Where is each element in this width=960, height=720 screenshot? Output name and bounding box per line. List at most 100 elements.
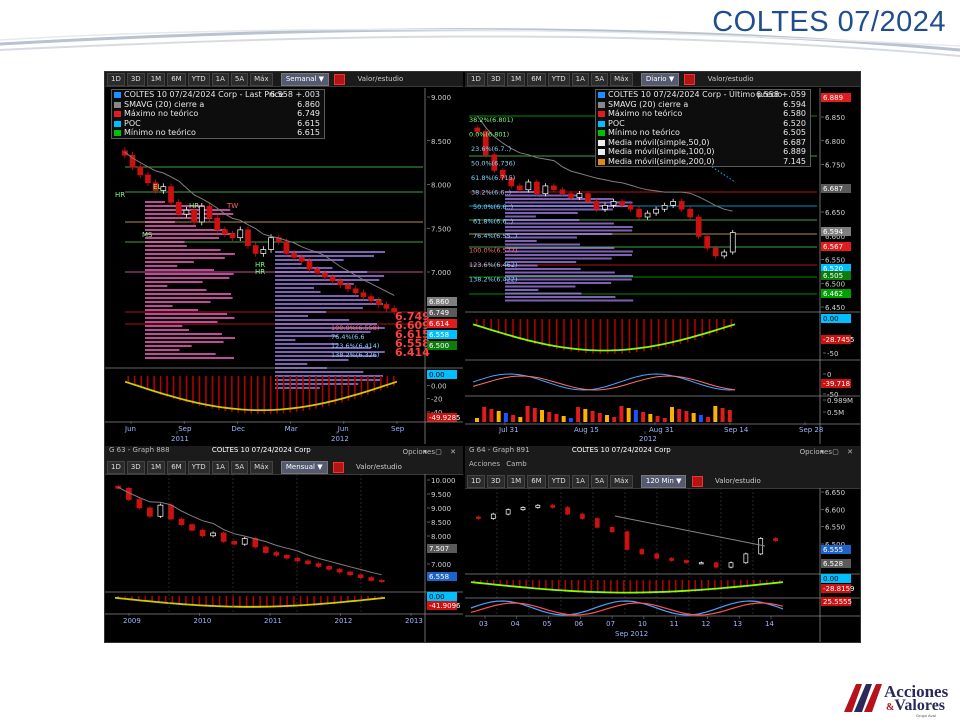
period-dropdown[interactable]: Mensual ▼ xyxy=(280,461,328,474)
range-1a-button[interactable]: 1A xyxy=(211,73,229,86)
range-1m-button[interactable]: 1M xyxy=(146,461,166,474)
candle xyxy=(273,552,280,556)
price-tag-box xyxy=(427,297,457,306)
range-1a-button[interactable]: 1A xyxy=(571,475,589,488)
range-1m-button[interactable]: 1M xyxy=(506,475,526,488)
range-3d-button[interactable]: 3D xyxy=(486,475,505,488)
range-1a-button[interactable]: 1A xyxy=(571,73,589,86)
range-6m-button[interactable]: 6M xyxy=(167,73,186,86)
window-controls[interactable]: ▾ ▢ ✕ xyxy=(423,448,459,456)
tab-camb[interactable]: Camb xyxy=(506,460,527,468)
legend-value: 6.749 xyxy=(297,109,320,118)
volume-bar xyxy=(713,406,718,422)
candle xyxy=(378,580,385,582)
price-axis-label: 8.500 xyxy=(431,519,451,527)
period-dropdown[interactable]: Diario ▼ xyxy=(640,73,680,86)
volume-bar xyxy=(489,409,494,422)
candle xyxy=(535,504,541,508)
range-6m-button[interactable]: 6M xyxy=(167,461,186,474)
tab-acciones[interactable]: Acciones xyxy=(469,460,500,468)
orange-square-icon xyxy=(598,158,605,165)
volume-bar xyxy=(583,409,588,422)
fib-label: 100.0%(6.558) xyxy=(331,324,379,332)
options-menu[interactable]: Opciones xyxy=(402,448,435,456)
window-controls[interactable]: ▾ ▢ ✕ xyxy=(820,448,856,456)
price-axis-label: 9.000 xyxy=(431,94,451,102)
graph-group-label: G 64 - Graph 891 xyxy=(469,446,530,454)
price-tag: 6.687 xyxy=(823,185,843,193)
legend-row: Media móvil(simple,100,0) 6.889 xyxy=(596,147,810,157)
chart-type-icon[interactable] xyxy=(691,475,703,487)
range-3d-button[interactable]: 3D xyxy=(486,73,505,86)
volume-bar xyxy=(612,417,617,422)
period-dropdown[interactable]: 120 Min ▼ xyxy=(640,475,687,488)
range-5a-button[interactable]: 5A xyxy=(590,475,609,488)
range-5a-button[interactable]: 5A xyxy=(590,73,609,86)
fib-label: 38.2%(6.801) xyxy=(469,116,513,124)
period-dropdown[interactable]: Semanal ▼ xyxy=(280,73,329,86)
price-tag: 6.528 xyxy=(823,560,843,568)
volume-bar xyxy=(576,407,581,422)
price-tag-box xyxy=(821,335,851,344)
legend-label: SMAVG (20) cierre a xyxy=(608,99,689,109)
range-6m-button[interactable]: 6M xyxy=(527,475,546,488)
moving-average-line xyxy=(614,515,766,547)
price-tag: -28.7455 xyxy=(823,336,854,344)
range-1m-button[interactable]: 1M xyxy=(146,73,166,86)
candle xyxy=(241,538,248,545)
price-tag: -39.718 xyxy=(823,380,850,388)
range-ytd-button[interactable]: YTD xyxy=(187,461,210,474)
candle xyxy=(210,532,216,537)
chart-type-icon[interactable] xyxy=(684,73,696,85)
range-1m-button[interactable]: 1M xyxy=(506,73,526,86)
range-1d-button[interactable]: 1D xyxy=(467,475,485,488)
studies-menu[interactable]: Valor/estudio xyxy=(357,75,404,83)
candle xyxy=(712,247,719,257)
x-axis-label: Jun xyxy=(337,425,349,433)
fib-label: 76.4%(6.6 xyxy=(331,333,365,341)
range-1d-button[interactable]: 1D xyxy=(107,73,125,86)
chart-type-icon[interactable] xyxy=(334,73,346,85)
candle xyxy=(147,507,153,517)
legend-value: 6.505 xyxy=(783,128,806,137)
range-max-button[interactable]: Máx xyxy=(610,73,633,86)
range-max-button[interactable]: Máx xyxy=(250,73,273,86)
studies-menu[interactable]: Valor/estudio xyxy=(707,75,754,83)
range-1a-button[interactable]: 1A xyxy=(211,461,229,474)
range-6m-button[interactable]: 6M xyxy=(527,73,546,86)
range-max-button[interactable]: Máx xyxy=(250,461,273,474)
range-max-button[interactable]: Máx xyxy=(610,475,633,488)
range-ytd-button[interactable]: YTD xyxy=(187,73,210,86)
range-5a-button[interactable]: 5A xyxy=(230,73,249,86)
x-axis-label: 2012 xyxy=(639,435,657,443)
range-1d-button[interactable]: 1D xyxy=(467,73,485,86)
range-1d-button[interactable]: 1D xyxy=(107,461,125,474)
volume-bar xyxy=(633,410,638,422)
range-3d-button[interactable]: 3D xyxy=(126,73,145,86)
options-menu[interactable]: Opciones xyxy=(799,448,832,456)
range-3d-button[interactable]: 3D xyxy=(126,461,145,474)
legend-label: Máximo no teórico xyxy=(124,109,199,118)
studies-menu[interactable]: Valor/estudio xyxy=(714,477,761,485)
chart-type-icon[interactable] xyxy=(332,461,344,473)
candle xyxy=(729,232,736,253)
candle xyxy=(368,577,375,581)
candle xyxy=(314,268,321,274)
slide-title: COLTES 07/2024 xyxy=(712,6,946,38)
cyan-square-icon xyxy=(114,120,121,127)
range-ytd-button[interactable]: YTD xyxy=(547,73,570,86)
range-5a-button[interactable]: 5A xyxy=(230,461,249,474)
x-axis-label: 10 xyxy=(638,620,647,628)
overlay-price-label: 6.749 xyxy=(395,310,430,323)
fib-label: 138.2%(6.326) xyxy=(331,351,379,359)
studies-menu[interactable]: Valor/estudio xyxy=(356,463,402,471)
price-tag: 6.567 xyxy=(823,243,843,251)
candle xyxy=(594,518,600,528)
candle xyxy=(653,208,659,214)
candle xyxy=(262,546,269,553)
candle xyxy=(145,174,151,184)
moving-average-line xyxy=(476,115,733,212)
volume-bar xyxy=(518,417,523,422)
range-ytd-button[interactable]: YTD xyxy=(547,475,570,488)
candle xyxy=(698,562,704,565)
